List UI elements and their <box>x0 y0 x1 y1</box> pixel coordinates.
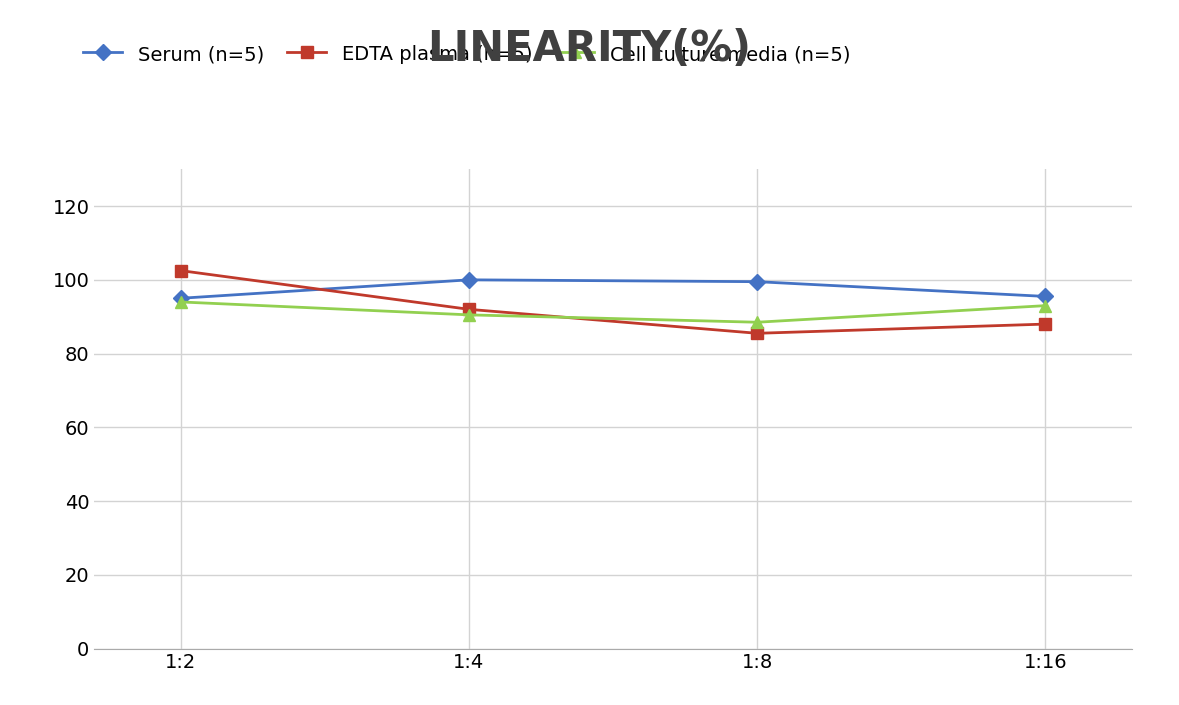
Line: Cell culture media (n=5): Cell culture media (n=5) <box>176 296 1050 328</box>
Serum (n=5) <box>173 294 187 302</box>
Cell culture media (n=5) <box>462 311 476 319</box>
Serum (n=5) <box>462 276 476 284</box>
Cell culture media (n=5) <box>173 298 187 306</box>
EDTA plasma (n=5) <box>750 329 764 338</box>
Serum (n=5) <box>1039 292 1053 300</box>
EDTA plasma (n=5) <box>1039 320 1053 329</box>
Line: Serum (n=5): Serum (n=5) <box>176 274 1050 304</box>
Cell culture media (n=5) <box>750 318 764 326</box>
Line: EDTA plasma (n=5): EDTA plasma (n=5) <box>176 265 1050 339</box>
Text: LINEARITY(%): LINEARITY(%) <box>428 28 751 70</box>
Serum (n=5) <box>750 278 764 286</box>
Legend: Serum (n=5), EDTA plasma (n=5), Cell culture media (n=5): Serum (n=5), EDTA plasma (n=5), Cell cul… <box>84 44 850 64</box>
EDTA plasma (n=5) <box>462 305 476 314</box>
EDTA plasma (n=5) <box>173 266 187 275</box>
Cell culture media (n=5) <box>1039 302 1053 310</box>
